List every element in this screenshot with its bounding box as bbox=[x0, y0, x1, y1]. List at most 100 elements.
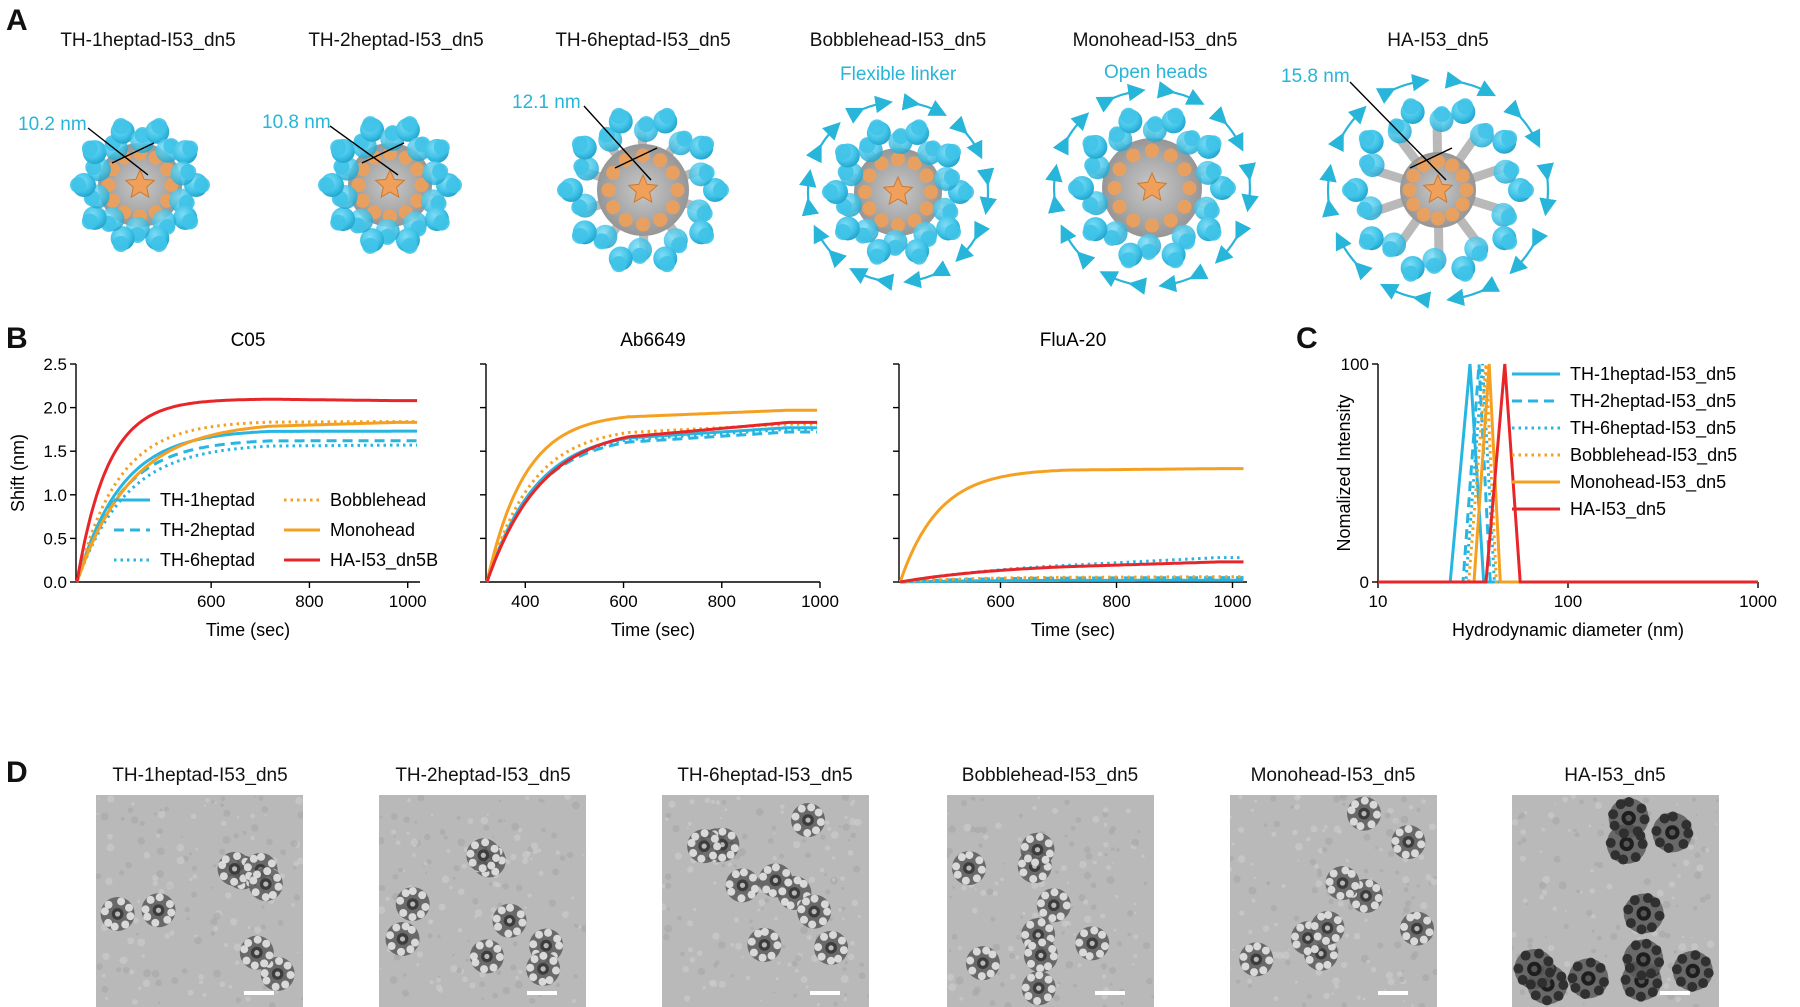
particle-5 bbox=[1045, 81, 1259, 295]
legend-label: HA-I53_dn5 bbox=[1570, 499, 1666, 520]
series-bobblehead bbox=[485, 422, 818, 583]
flexible-linker-label: Flexible linker bbox=[840, 64, 957, 85]
panel-a-title-2: TH-2heptad-I53_dn5 bbox=[308, 30, 484, 51]
nanoparticle-models bbox=[70, 71, 1557, 309]
panel-a-title-3: TH-6heptad-I53_dn5 bbox=[555, 30, 731, 51]
x-tick-label: 600 bbox=[986, 592, 1014, 611]
x-tick-label: 100 bbox=[1554, 592, 1582, 611]
em-micrograph-4 bbox=[947, 795, 1154, 1007]
size-label-1: 10.2 nm bbox=[18, 114, 87, 135]
em-micrograph-3 bbox=[662, 795, 869, 1007]
x-axis-label: Time (sec) bbox=[206, 620, 290, 640]
legend-label: Bobblehead-I53_dn5 bbox=[1570, 445, 1737, 466]
chart-title: Ab6649 bbox=[620, 330, 686, 351]
em-title-2: TH-2heptad-I53_dn5 bbox=[395, 765, 571, 786]
y-axis-label: Shift (nm) bbox=[8, 434, 28, 512]
x-tick-label: 1000 bbox=[389, 592, 427, 611]
y-tick-label: 2.0 bbox=[43, 399, 67, 418]
chart-dls: 0 100 10 100 1000 Hydrodynamic diameter (nm) N… bbox=[1334, 355, 1777, 640]
scale-bar bbox=[1378, 991, 1408, 995]
chart-ab6649: Ab6649 400 600 800 1000 Time (sec) bbox=[480, 330, 839, 640]
y-axis-label: Nomalized Intensity bbox=[1334, 394, 1354, 551]
legend-label: HA-I53_dn5B bbox=[330, 550, 438, 571]
series-th-6heptad bbox=[75, 443, 418, 583]
series-th-1heptad bbox=[75, 429, 418, 583]
x-tick-label: 1000 bbox=[1739, 592, 1777, 611]
size-label-3: 12.1 nm bbox=[512, 92, 581, 113]
x-axis-label: Time (sec) bbox=[1031, 620, 1115, 640]
particle-4 bbox=[799, 93, 997, 291]
y-tick-label: 2.5 bbox=[43, 355, 67, 374]
legend-label: TH-2heptad-I53_dn5 bbox=[1570, 391, 1736, 412]
chart-flua20: FluA-20 600 800 1000 Time (sec) bbox=[893, 330, 1252, 640]
em-title-5: Monohead-I53_dn5 bbox=[1250, 765, 1416, 786]
particle-6 bbox=[1319, 71, 1557, 309]
em-title-1: TH-1heptad-I53_dn5 bbox=[112, 765, 288, 786]
legend-label: Monohead bbox=[330, 520, 415, 540]
em-micrograph-5 bbox=[1230, 795, 1437, 1007]
x-tick-label: 800 bbox=[295, 592, 323, 611]
y-tick-label: 1.5 bbox=[43, 442, 67, 461]
series-bobblehead bbox=[900, 575, 1244, 584]
scale-bar bbox=[810, 991, 840, 995]
scale-bar bbox=[1095, 991, 1125, 995]
particle-1 bbox=[70, 118, 210, 252]
series-ha-i53-dn5 bbox=[1378, 363, 1758, 584]
scale-bar bbox=[244, 991, 274, 995]
panel-letter-d: D bbox=[6, 756, 28, 789]
legend-label: Monohead-I53_dn5 bbox=[1570, 472, 1726, 493]
particle-2 bbox=[318, 116, 462, 254]
x-tick-label: 400 bbox=[511, 592, 539, 611]
scale-bar bbox=[1660, 991, 1690, 995]
legend-label: Bobblehead bbox=[330, 490, 426, 510]
legend-label: TH-6heptad bbox=[160, 550, 255, 570]
y-tick-label: 0.0 bbox=[43, 573, 67, 592]
chart-title: C05 bbox=[231, 330, 266, 351]
series-monohead bbox=[898, 467, 1244, 583]
em-title-4: Bobblehead-I53_dn5 bbox=[961, 765, 1139, 786]
series-th-6heptad bbox=[485, 427, 818, 583]
series-monohead bbox=[75, 420, 418, 583]
y-tick-label: 100 bbox=[1341, 355, 1369, 374]
panel-a-title-1: TH-1heptad-I53_dn5 bbox=[60, 30, 236, 51]
panel-letter-b: B bbox=[6, 322, 28, 355]
x-tick-label: 1000 bbox=[801, 592, 839, 611]
scale-bar bbox=[527, 991, 557, 995]
series-ha-i53-dn5b bbox=[899, 560, 1244, 584]
y-tick-label: 0.5 bbox=[43, 529, 67, 548]
series-th-2heptad bbox=[485, 430, 818, 583]
particle-3 bbox=[557, 105, 729, 273]
series-ha-i53-dn5b bbox=[75, 397, 418, 583]
chart-title: FluA-20 bbox=[1040, 330, 1107, 351]
panel-a-title-5: Monohead-I53_dn5 bbox=[1072, 30, 1238, 51]
x-tick-label: 600 bbox=[197, 592, 225, 611]
x-tick-label: 600 bbox=[609, 592, 637, 611]
size-label-2: 10.8 nm bbox=[262, 112, 331, 133]
em-title-3: TH-6heptad-I53_dn5 bbox=[677, 765, 853, 786]
legend-label: TH-1heptad-I53_dn5 bbox=[1570, 364, 1736, 385]
series-monohead bbox=[485, 408, 818, 583]
chart-c05: C05 0.0 0.5 1.0 1.5 2.0 2.5 600 800 1000 Time (sec… bbox=[8, 330, 438, 640]
series-th-6heptad bbox=[899, 556, 1244, 584]
x-tick-label: 800 bbox=[708, 592, 736, 611]
em-title-6: HA-I53_dn5 bbox=[1564, 765, 1666, 786]
series-th-1heptad bbox=[485, 426, 818, 583]
panel-a-title-6: HA-I53_dn5 bbox=[1387, 30, 1489, 51]
panel-a-title-4: Bobblehead-I53_dn5 bbox=[809, 30, 987, 51]
em-micrograph-2 bbox=[379, 795, 586, 1007]
legend-label: TH-6heptad-I53_dn5 bbox=[1570, 418, 1736, 439]
panel-letter-c: C bbox=[1296, 322, 1318, 355]
em-micrograph-1 bbox=[96, 795, 303, 1007]
legend-label: TH-1heptad bbox=[160, 490, 255, 510]
x-tick-label: 1000 bbox=[1214, 592, 1252, 611]
x-tick-label: 800 bbox=[1102, 592, 1130, 611]
panel-letter-a: A bbox=[6, 4, 28, 37]
em-micrograph-6 bbox=[1512, 795, 1719, 1007]
series-th-2heptad bbox=[900, 576, 1244, 584]
open-heads-label: Open heads bbox=[1104, 62, 1208, 83]
x-axis-label: Time (sec) bbox=[611, 620, 695, 640]
size-label-4: 15.8 nm bbox=[1281, 66, 1350, 87]
legend-label: TH-2heptad bbox=[160, 520, 255, 540]
series-bobblehead bbox=[75, 420, 418, 583]
x-axis-label: Hydrodynamic diameter (nm) bbox=[1452, 620, 1684, 640]
